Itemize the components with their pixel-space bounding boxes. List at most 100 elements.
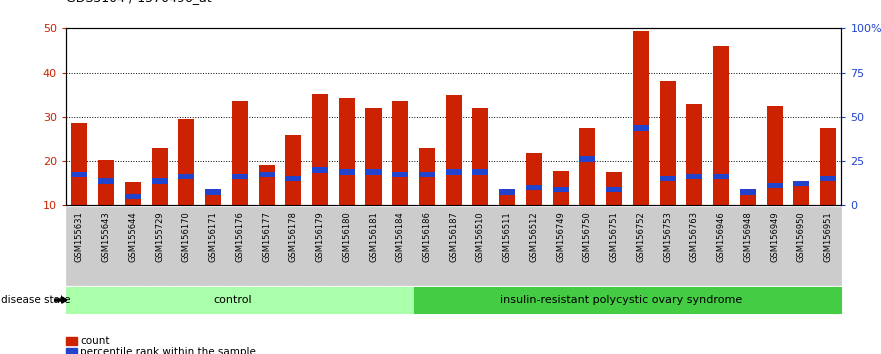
Bar bbox=[66, 207, 93, 285]
Bar bbox=[713, 174, 729, 179]
Bar bbox=[820, 128, 836, 205]
Bar bbox=[766, 106, 782, 205]
Text: GSM156187: GSM156187 bbox=[449, 211, 458, 262]
Bar bbox=[552, 187, 568, 193]
Bar bbox=[820, 176, 836, 181]
Text: GSM156752: GSM156752 bbox=[636, 211, 646, 262]
Bar bbox=[366, 170, 381, 175]
Bar bbox=[339, 98, 355, 205]
Text: GSM156512: GSM156512 bbox=[529, 211, 538, 262]
Bar bbox=[686, 174, 702, 179]
Bar bbox=[125, 194, 141, 199]
Bar bbox=[152, 148, 167, 205]
Bar bbox=[793, 181, 810, 186]
Text: GSM156949: GSM156949 bbox=[770, 211, 779, 262]
Bar bbox=[360, 207, 387, 285]
Bar bbox=[574, 207, 601, 285]
Bar bbox=[146, 207, 173, 285]
Bar bbox=[333, 207, 360, 285]
Text: GSM155631: GSM155631 bbox=[75, 211, 84, 262]
Bar bbox=[766, 183, 782, 188]
Bar bbox=[440, 207, 467, 285]
Bar bbox=[788, 207, 815, 285]
Bar bbox=[285, 176, 301, 181]
Bar bbox=[627, 207, 655, 285]
Text: GSM156171: GSM156171 bbox=[209, 211, 218, 262]
Bar bbox=[793, 184, 810, 205]
Text: GSM155644: GSM155644 bbox=[129, 211, 137, 262]
Bar bbox=[392, 172, 408, 177]
Bar bbox=[392, 101, 408, 205]
Bar bbox=[387, 207, 413, 285]
Bar bbox=[606, 187, 622, 193]
Bar bbox=[173, 207, 200, 285]
Text: GSM156181: GSM156181 bbox=[369, 211, 378, 262]
Bar bbox=[419, 172, 435, 177]
Bar bbox=[339, 170, 355, 175]
Bar bbox=[413, 287, 841, 313]
Bar bbox=[98, 160, 115, 205]
Text: insulin-resistant polycystic ovary syndrome: insulin-resistant polycystic ovary syndr… bbox=[500, 295, 742, 305]
Bar bbox=[152, 178, 167, 184]
Bar bbox=[178, 119, 195, 205]
Text: GSM156170: GSM156170 bbox=[181, 211, 191, 262]
Bar bbox=[280, 207, 307, 285]
Bar bbox=[580, 156, 596, 161]
Bar bbox=[681, 207, 707, 285]
Bar bbox=[258, 172, 275, 177]
Bar bbox=[178, 174, 195, 179]
Bar bbox=[740, 191, 756, 205]
Text: GSM156510: GSM156510 bbox=[476, 211, 485, 262]
Bar bbox=[547, 207, 574, 285]
Bar bbox=[633, 30, 649, 205]
Bar bbox=[71, 172, 87, 177]
Bar bbox=[660, 176, 676, 181]
Text: GSM156180: GSM156180 bbox=[343, 211, 352, 262]
Bar bbox=[606, 172, 622, 205]
Bar bbox=[815, 207, 841, 285]
Text: GSM156948: GSM156948 bbox=[744, 211, 752, 262]
Text: GSM156753: GSM156753 bbox=[663, 211, 672, 262]
Bar bbox=[419, 148, 435, 205]
Bar bbox=[66, 287, 413, 313]
Bar bbox=[93, 207, 120, 285]
Bar bbox=[205, 189, 221, 195]
Bar bbox=[413, 207, 440, 285]
Bar bbox=[526, 153, 542, 205]
Bar bbox=[655, 207, 681, 285]
Text: GSM156946: GSM156946 bbox=[716, 211, 726, 262]
Text: GSM156186: GSM156186 bbox=[423, 211, 432, 262]
Bar bbox=[205, 193, 221, 205]
Bar bbox=[312, 94, 328, 205]
Bar bbox=[467, 207, 494, 285]
Bar bbox=[232, 101, 248, 205]
Bar bbox=[580, 128, 596, 205]
Bar bbox=[98, 178, 115, 184]
Text: GSM156184: GSM156184 bbox=[396, 211, 404, 262]
Bar bbox=[521, 207, 547, 285]
Bar bbox=[500, 189, 515, 195]
Bar bbox=[686, 104, 702, 205]
Bar bbox=[633, 125, 649, 131]
Bar bbox=[446, 95, 462, 205]
Bar bbox=[312, 167, 328, 172]
Text: control: control bbox=[214, 295, 253, 305]
Text: GSM156177: GSM156177 bbox=[262, 211, 271, 262]
Bar bbox=[285, 135, 301, 205]
Text: GSM155729: GSM155729 bbox=[155, 211, 164, 262]
Text: disease state: disease state bbox=[1, 295, 70, 305]
Bar bbox=[494, 207, 521, 285]
Text: GSM156951: GSM156951 bbox=[824, 211, 833, 262]
Bar bbox=[366, 108, 381, 205]
Bar bbox=[120, 207, 146, 285]
Bar bbox=[232, 174, 248, 179]
Bar bbox=[472, 170, 488, 175]
Bar bbox=[740, 189, 756, 195]
Bar bbox=[601, 207, 627, 285]
Bar bbox=[761, 207, 788, 285]
Text: GSM156763: GSM156763 bbox=[690, 211, 699, 262]
Bar bbox=[226, 207, 253, 285]
Bar bbox=[500, 193, 515, 205]
Text: count: count bbox=[80, 336, 109, 346]
Text: GSM156179: GSM156179 bbox=[315, 211, 324, 262]
